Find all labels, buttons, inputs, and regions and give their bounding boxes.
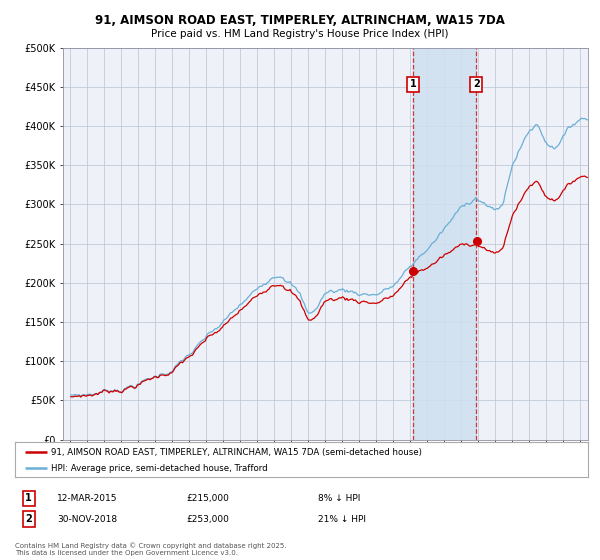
Text: Contains HM Land Registry data © Crown copyright and database right 2025.
This d: Contains HM Land Registry data © Crown c… (15, 543, 287, 556)
Text: 2: 2 (473, 80, 479, 90)
Bar (413, 48, 476, 440)
Text: Price paid vs. HM Land Registry's House Price Index (HPI): Price paid vs. HM Land Registry's House … (151, 29, 449, 39)
Text: 21% ↓ HPI: 21% ↓ HPI (318, 515, 366, 524)
Text: HPI: Average price, semi-detached house, Trafford: HPI: Average price, semi-detached house,… (51, 464, 268, 473)
Text: 1: 1 (25, 493, 32, 503)
Text: 1: 1 (410, 80, 416, 90)
Text: 91, AIMSON ROAD EAST, TIMPERLEY, ALTRINCHAM, WA15 7DA: 91, AIMSON ROAD EAST, TIMPERLEY, ALTRINC… (95, 14, 505, 27)
Text: 12-MAR-2015: 12-MAR-2015 (57, 494, 118, 503)
Text: 2: 2 (25, 514, 32, 524)
Text: 91, AIMSON ROAD EAST, TIMPERLEY, ALTRINCHAM, WA15 7DA (semi-detached house): 91, AIMSON ROAD EAST, TIMPERLEY, ALTRINC… (51, 447, 422, 456)
Text: £253,000: £253,000 (186, 515, 229, 524)
Text: £215,000: £215,000 (186, 494, 229, 503)
Text: 30-NOV-2018: 30-NOV-2018 (57, 515, 117, 524)
Text: 8% ↓ HPI: 8% ↓ HPI (318, 494, 361, 503)
